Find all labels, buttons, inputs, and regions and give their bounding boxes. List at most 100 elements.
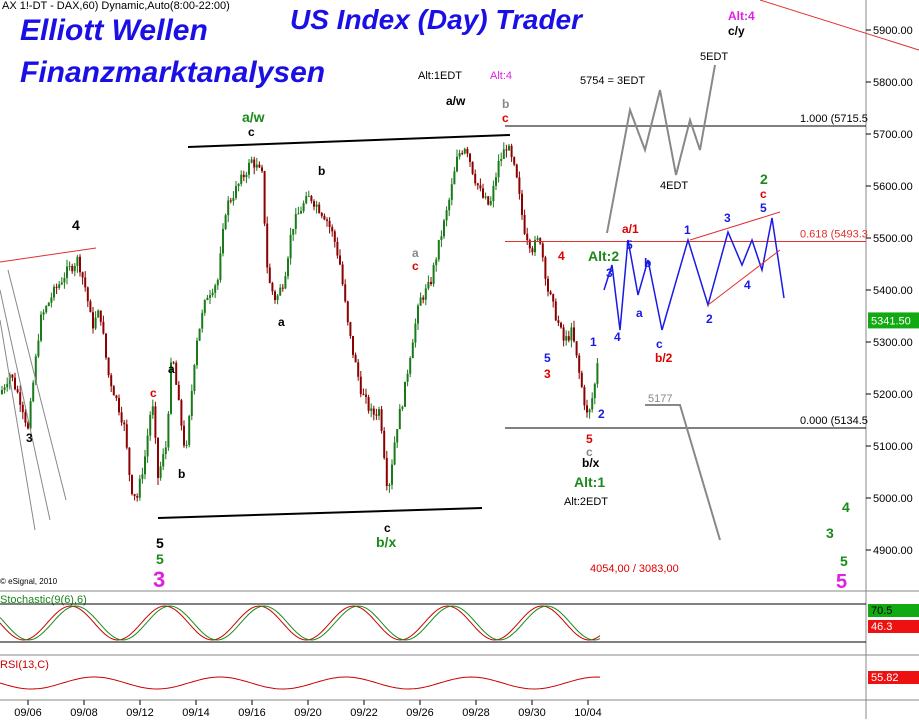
candle-body bbox=[307, 195, 310, 197]
candle-body bbox=[479, 185, 482, 189]
candle-body bbox=[489, 201, 492, 205]
candle-body bbox=[86, 287, 89, 302]
level-5177-label: 5177 bbox=[648, 393, 672, 405]
candle-body bbox=[341, 264, 344, 285]
candle-body bbox=[302, 203, 305, 212]
wave-4-label: 4 bbox=[72, 217, 80, 233]
candle-body bbox=[68, 266, 71, 268]
candle-body bbox=[29, 401, 32, 429]
candle-body bbox=[362, 394, 365, 396]
candle-body bbox=[380, 409, 383, 431]
candle-body bbox=[500, 158, 503, 161]
candle-body bbox=[84, 277, 87, 288]
wave-a-left: a bbox=[168, 362, 175, 376]
bx-left-label: b/x bbox=[376, 534, 396, 550]
last-price-badge bbox=[868, 312, 919, 329]
wave-c-left: c bbox=[150, 386, 157, 400]
candle-body bbox=[328, 220, 331, 228]
candle-body bbox=[575, 341, 578, 356]
candle-body bbox=[248, 162, 250, 175]
candle-body bbox=[440, 236, 443, 240]
alt1edt-label: Alt:1EDT bbox=[418, 70, 462, 82]
proj-4-blue: 4 bbox=[614, 330, 621, 344]
x-tick-label: 09/26 bbox=[406, 707, 434, 719]
candle-body bbox=[297, 213, 300, 215]
candle-body bbox=[27, 422, 29, 429]
candle-body bbox=[47, 302, 50, 307]
candle-body bbox=[505, 149, 508, 151]
x-tick-label: 09/22 bbox=[350, 707, 378, 719]
stoch-value-badge bbox=[868, 620, 919, 633]
lower-channel-line bbox=[157, 507, 483, 519]
c-bottom-label: c bbox=[384, 521, 391, 535]
x-axis: 09/06 09/08 09/12 09/14 09/16 09/20 09/22 09/26… bbox=[14, 700, 602, 719]
candle-body bbox=[60, 282, 63, 285]
candle-body bbox=[237, 183, 240, 187]
candle-body bbox=[586, 405, 588, 413]
candle-body bbox=[432, 265, 435, 284]
candle-body bbox=[502, 149, 505, 159]
candle-body bbox=[409, 358, 412, 374]
candle-body bbox=[229, 200, 232, 202]
candle-body bbox=[99, 310, 102, 322]
wave-c-red: c bbox=[760, 187, 767, 201]
candle-body bbox=[544, 257, 547, 279]
candle-body bbox=[547, 278, 549, 292]
candle-body bbox=[154, 406, 157, 438]
candle-body bbox=[435, 259, 438, 266]
candle-body bbox=[222, 228, 224, 254]
stochastic-k-line bbox=[0, 605, 601, 641]
candle-body bbox=[76, 256, 79, 266]
wave-5-green: 5 bbox=[156, 551, 164, 567]
last-price-value: 5341.50 bbox=[871, 315, 911, 327]
candle-body bbox=[276, 295, 279, 300]
wave-1-blue: 1 bbox=[590, 335, 597, 349]
candle-body bbox=[591, 398, 594, 410]
title-line-1: Elliott Wellen bbox=[20, 14, 208, 47]
candle-body bbox=[534, 239, 536, 253]
candle-body bbox=[42, 312, 45, 315]
wave-5-red: 5 bbox=[586, 432, 593, 446]
candle-body bbox=[190, 390, 193, 417]
candle-body bbox=[97, 310, 100, 318]
y-axis: 4900.00 5000.00 5100.00 5200.00 5300.00 5400.… bbox=[866, 25, 919, 557]
candle-body bbox=[573, 327, 575, 342]
b2-label: b/2 bbox=[655, 351, 673, 365]
title-line-2: Finanzmarktanalysen bbox=[20, 56, 326, 89]
candle-body bbox=[201, 312, 204, 329]
candle-body bbox=[120, 412, 123, 423]
wave-4-green: 4 bbox=[842, 499, 850, 515]
candle-body bbox=[55, 286, 58, 288]
candle-body bbox=[352, 335, 354, 355]
y-tick-label: 5400.00 bbox=[873, 285, 913, 297]
candle-body bbox=[583, 386, 586, 406]
candle-body bbox=[346, 301, 349, 323]
candle-body bbox=[185, 444, 188, 446]
wave-3-green: 3 bbox=[826, 525, 834, 541]
candle-body bbox=[404, 381, 406, 407]
y-tick-label: 4900.00 bbox=[873, 545, 913, 557]
candle-body bbox=[385, 457, 388, 486]
candle-body bbox=[424, 288, 427, 300]
gray-fan-line bbox=[0, 319, 36, 531]
wave-5-green-right: 5 bbox=[840, 553, 848, 569]
a1-label: a/1 bbox=[622, 222, 639, 236]
rsi-label: RSI(13,C) bbox=[0, 659, 49, 671]
bottom-levels-label: 4054,00 / 3083,00 bbox=[590, 563, 679, 575]
candle-body bbox=[133, 494, 136, 497]
candle-body bbox=[354, 354, 357, 363]
candle-body bbox=[180, 400, 183, 426]
candle-body bbox=[24, 412, 27, 423]
candle-body bbox=[71, 266, 74, 272]
y-tick-label: 5800.00 bbox=[873, 77, 913, 89]
candle-body bbox=[115, 395, 118, 398]
red-trendline-top bbox=[759, 0, 919, 51]
candle-body bbox=[162, 454, 165, 467]
candle-body bbox=[266, 223, 269, 268]
candle-body bbox=[159, 466, 162, 478]
candle-body bbox=[326, 219, 328, 221]
candle-body bbox=[578, 355, 581, 373]
candle-body bbox=[63, 277, 66, 283]
candle-body bbox=[367, 396, 370, 411]
